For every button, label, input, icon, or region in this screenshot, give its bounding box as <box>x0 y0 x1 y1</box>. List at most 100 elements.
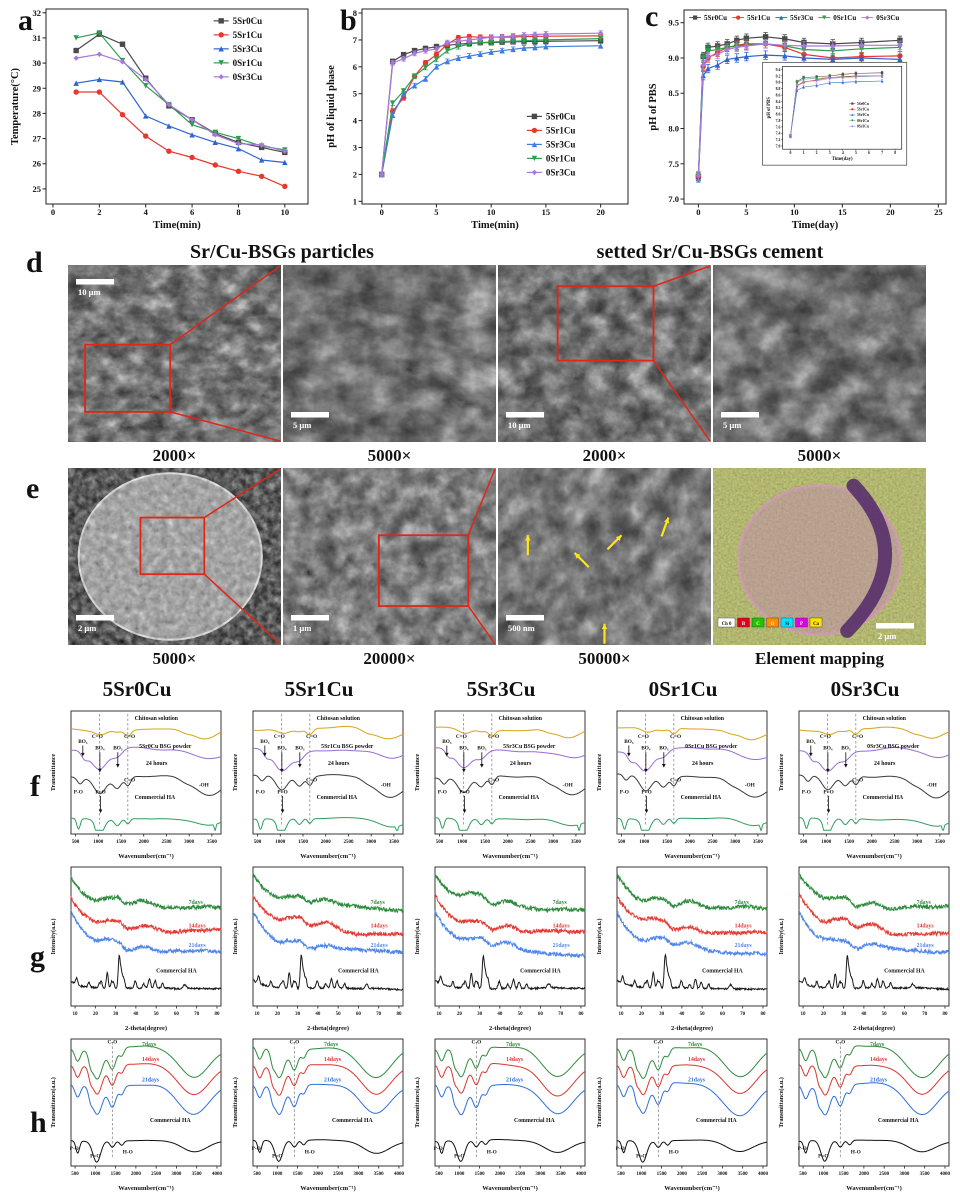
svg-text:pH of liquid phase: pH of liquid phase <box>326 65 337 148</box>
svg-text:60: 60 <box>356 1012 362 1017</box>
column-header: 5Sr3Cu <box>466 677 536 701</box>
svg-text:C=O: C=O <box>124 734 135 740</box>
svg-text:4000: 4000 <box>758 1172 769 1177</box>
ftir-spectrum-f3: 500 1000 1500 2000 2500 3000 3500 Wavenumber(cm… <box>415 710 586 860</box>
svg-text:Time(min): Time(min) <box>471 220 519 231</box>
svg-text:P-O: P-O <box>438 789 447 795</box>
svg-text:5: 5 <box>353 89 357 99</box>
svg-text:3500: 3500 <box>935 840 946 845</box>
svg-text:BO₃: BO₃ <box>477 746 487 752</box>
svg-text:2000: 2000 <box>677 1172 688 1177</box>
svg-text:3000: 3000 <box>548 840 559 845</box>
panel-letter-a: a <box>18 4 33 37</box>
sem-title-particles: Sr/Cu-BSGs particles <box>190 241 374 263</box>
svg-text:2500: 2500 <box>889 840 900 845</box>
svg-text:500 nm: 500 nm <box>508 623 535 633</box>
svg-text:2: 2 <box>816 151 818 155</box>
svg-text:4: 4 <box>144 207 149 217</box>
xrd-pattern-g4: 10 20 30 40 50 60 70 80 2-theta(degree) Intensity… <box>596 866 768 1032</box>
svg-text:8.8: 8.8 <box>776 87 781 91</box>
svg-text:3500: 3500 <box>389 840 400 845</box>
svg-text:40: 40 <box>679 1012 685 1017</box>
svg-text:21days: 21days <box>688 1078 706 1084</box>
svg-text:1500: 1500 <box>657 1172 668 1177</box>
svg-text:2: 2 <box>97 207 101 217</box>
svg-text:P=O: P=O <box>636 1154 646 1160</box>
svg-text:21days: 21days <box>142 1078 160 1084</box>
svg-text:2500: 2500 <box>343 840 354 845</box>
svg-text:2500: 2500 <box>707 840 718 845</box>
svg-text:500: 500 <box>800 840 808 845</box>
svg-text:5Sr3Cu: 5Sr3Cu <box>857 113 869 117</box>
svg-text:0Sr1Cu: 0Sr1Cu <box>546 153 576 163</box>
svg-text:2500: 2500 <box>515 1172 526 1177</box>
ftir-spectrum-h5: 500 1000 1500 2000 2500 3000 3500 4000 Wavenumbe… <box>778 1038 950 1192</box>
svg-text:500: 500 <box>254 840 262 845</box>
ftir-spectrum-h1: 500 1000 1500 2000 2500 3000 3500 4000 Wavenumbe… <box>50 1038 222 1192</box>
magnification-caption: 2000× <box>152 446 197 465</box>
svg-text:8.0: 8.0 <box>668 124 679 134</box>
svg-text:Chitosan solution: Chitosan solution <box>317 716 361 722</box>
svg-text:24 hours: 24 hours <box>692 761 714 767</box>
svg-text:14days: 14days <box>553 923 571 929</box>
svg-text:0: 0 <box>789 151 791 155</box>
svg-text:1: 1 <box>803 151 805 155</box>
svg-text:0Sr3Cu: 0Sr3Cu <box>857 124 869 128</box>
svg-text:500: 500 <box>71 1172 79 1177</box>
svg-text:2-theta(degree): 2-theta(degree) <box>853 1025 895 1032</box>
svg-text:21days: 21days <box>917 943 935 949</box>
ftir-row-f: 500 1000 1500 2000 2500 3000 3500 Wavenumber(cm… <box>48 707 960 861</box>
svg-text:BO₄: BO₄ <box>95 746 105 752</box>
svg-text:Commercial HA: Commercial HA <box>332 1118 373 1124</box>
svg-text:21days: 21days <box>506 1078 524 1084</box>
svg-text:50: 50 <box>154 1012 160 1017</box>
svg-text:Commercial HA: Commercial HA <box>702 969 743 975</box>
svg-text:1500: 1500 <box>662 840 673 845</box>
svg-text:H-O: H-O <box>123 1149 133 1155</box>
svg-text:10 µm: 10 µm <box>78 287 101 297</box>
svg-text:20: 20 <box>886 207 895 217</box>
svg-text:C=O: C=O <box>638 734 649 740</box>
svg-text:3000: 3000 <box>353 1172 364 1177</box>
svg-text:14days: 14days <box>870 1057 888 1063</box>
svg-text:3500: 3500 <box>920 1172 931 1177</box>
svg-text:C=O: C=O <box>488 734 499 740</box>
svg-text:7.0: 7.0 <box>668 194 679 204</box>
svg-text:2000: 2000 <box>685 840 696 845</box>
svg-text:P-O: P-O <box>802 789 811 795</box>
svg-text:BO₃: BO₃ <box>78 739 88 745</box>
svg-text:2 µm: 2 µm <box>878 631 896 641</box>
svg-text:9.0: 9.0 <box>668 53 679 63</box>
svg-text:3000: 3000 <box>366 840 377 845</box>
svg-text:C=O: C=O <box>488 778 499 784</box>
svg-text:Si: Si <box>785 622 790 627</box>
temperature-chart: 0 2 4 6 8 10 25 26 27 28 29 30 31 32 Time(min) Temperat… <box>10 8 309 231</box>
svg-text:21days: 21days <box>735 943 753 949</box>
svg-text:Commercial HA: Commercial HA <box>514 1118 555 1124</box>
svg-text:70: 70 <box>922 1012 928 1017</box>
svg-text:Commercial HA: Commercial HA <box>156 969 197 975</box>
svg-text:Wavenumber(cm⁻¹): Wavenumber(cm⁻¹) <box>118 853 174 860</box>
svg-text:500: 500 <box>435 1172 443 1177</box>
svg-text:14days: 14days <box>189 923 207 929</box>
svg-text:40: 40 <box>133 1012 139 1017</box>
svg-text:5Sr3Cu: 5Sr3Cu <box>546 139 576 149</box>
svg-text:0Sr3Cu: 0Sr3Cu <box>233 72 263 82</box>
svg-text:21days: 21days <box>371 943 389 949</box>
svg-text:14days: 14days <box>506 1057 524 1063</box>
svg-text:1000: 1000 <box>639 840 650 845</box>
svg-text:10: 10 <box>73 1012 79 1017</box>
svg-text:7days: 7days <box>142 1042 157 1048</box>
svg-text:C: C <box>756 622 760 627</box>
svg-text:7days: 7days <box>506 1042 521 1048</box>
svg-text:P=O: P=O <box>277 789 287 795</box>
svg-text:H-O: H-O <box>669 1149 679 1155</box>
svg-text:24 hours: 24 hours <box>510 761 532 767</box>
svg-text:BO₄: BO₄ <box>459 746 469 752</box>
sem-e-captions: 5000× 20000× 50000× Element mapping <box>68 645 960 671</box>
column-header: 5Sr0Cu <box>102 677 172 701</box>
column-header: 0Sr3Cu <box>830 677 900 701</box>
svg-text:Chitosan solution: Chitosan solution <box>863 716 907 722</box>
svg-text:P-O: P-O <box>70 1146 79 1152</box>
svg-text:8: 8 <box>236 207 240 217</box>
